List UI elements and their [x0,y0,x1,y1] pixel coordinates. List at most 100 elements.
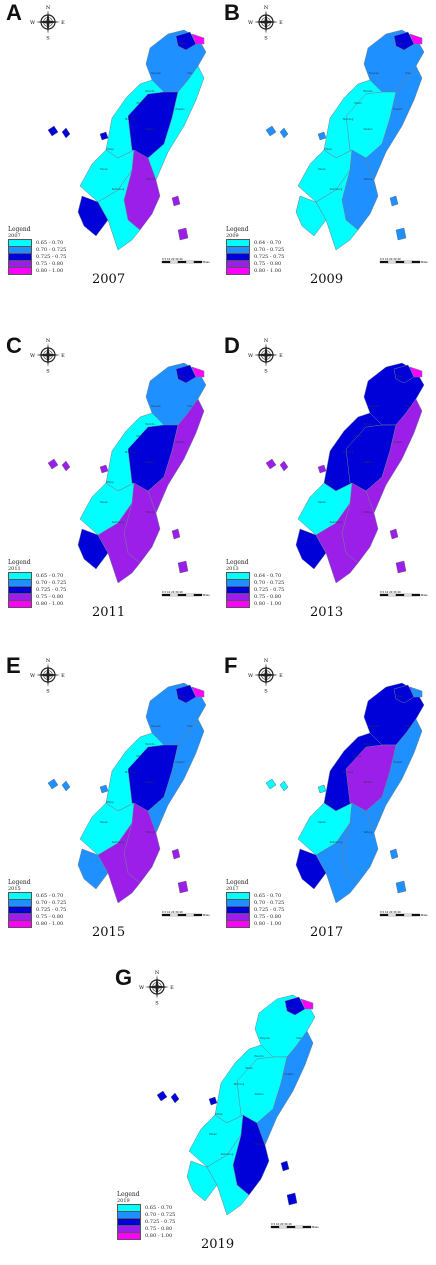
legend-range: 0.725 - 0.75 [36,586,67,593]
year-caption: 2015 [92,925,126,940]
legend-row: 0.80 - 1.00 [8,919,66,928]
legend-swatch [226,599,250,608]
county-label: Tainan [209,1133,217,1136]
penghu-island [317,784,327,794]
green-island [389,528,399,540]
county-label: Hualien [393,761,403,764]
county-region-east [147,65,205,181]
county-label: Taoyuan [151,405,161,408]
orchid-island [395,560,407,574]
panel-label: C [6,333,22,358]
legend-range: 0.64 - 0.70 [254,572,282,579]
legend-row: 0.80 - 1.00 [8,599,66,608]
map-legend: Legend 2017 0.65 - 0.70 0.70 - 0.725 0.725 -… [226,879,285,928]
county-region-east [365,65,423,181]
compass-letter: N [46,658,51,664]
county-label: Hsinchu [254,1055,264,1058]
county-label: Taichung [343,451,354,454]
county-region-tip [97,822,141,904]
legend-title: Legend [226,879,249,886]
county-label: Hsinchu [363,90,373,93]
penghu-island [47,125,59,137]
county-label: Tainan [100,168,108,171]
penghu-island [61,127,71,139]
orchid-island [177,560,189,574]
compass-letter: S [155,1001,159,1006]
year-caption: 2011 [92,605,126,620]
legend-title: Legend [226,559,249,566]
county-label: Taitung [146,511,155,514]
county-label: Taitung [255,1143,264,1146]
county-label: Yilan [187,72,193,75]
county-region-keelung [191,686,205,698]
panel-label: E [6,653,21,678]
penghu-island [99,784,109,794]
county-label: Hualien [393,108,403,111]
compass-letter: W [248,353,254,359]
county-label: Tainan [100,821,108,824]
county-label: Chiayi [106,481,114,484]
compass-letter: N [155,970,160,976]
county-label: Kaohsiung [330,188,343,191]
legend-title: Legend [8,559,31,566]
legend-range: 0.725 - 0.75 [254,253,285,260]
legend-range: 0.80 - 1.00 [36,267,64,274]
county-region-taipei [393,364,415,384]
scale-bar-icon: 0 5 10 20 30 40 Miles [270,1222,319,1229]
county-label: Tainan [318,501,326,504]
county-label: Yilan [405,72,411,75]
county-region-taipei [393,684,415,704]
legend-range: 0.70 - 0.725 [254,899,285,906]
green-island [171,528,181,540]
compass-letter: E [61,673,65,679]
compass-rose-icon: N S E W [248,5,283,40]
compass-letter: W [248,673,254,679]
compass-letter: E [170,985,174,991]
county-label: Taoyuan [260,1037,270,1040]
year-caption: 2007 [92,272,126,287]
scale-numbers: 0 5 10 20 30 40 [380,910,401,914]
county-label: Taipei [179,42,186,45]
scale-unit: Miles [203,260,210,264]
county-label: Taitung [364,511,373,514]
legend-range: 0.725 - 0.75 [254,906,285,913]
legend-swatch [117,1231,141,1240]
map-panel: Taipei Taoyuan Hsinchu Miaoli Taichung Nantou… [0,653,218,953]
county-label: Taichung [343,118,354,121]
county-label: Chiayi [324,148,332,151]
legend-range: 0.70 - 0.725 [36,246,67,253]
orchid-island [177,227,189,241]
year-caption: 2019 [201,1237,235,1252]
county-label: Hsinchu [145,743,155,746]
county-label: Kaohsiung [112,521,125,524]
county-label: Hsinchu [363,423,373,426]
county-region-east [256,1030,314,1146]
county-label: Hsinchu [145,423,155,426]
year-caption: 2017 [310,925,344,940]
map-panel: Taipei Taoyuan Hsinchu Miaoli Taichung Nantou… [109,965,327,1265]
scale-unit: Miles [421,913,428,917]
county-region-tip [315,822,359,904]
county-label: Taitung [146,178,155,181]
county-label: Miaoli [355,102,362,105]
penghu-island [47,458,59,470]
county-label: Yilan [405,405,411,408]
county-label: Chiayi [215,1113,223,1116]
compass-letter: W [30,673,36,679]
county-label: Taoyuan [369,405,379,408]
county-label: Taipei [397,375,404,378]
penghu-island [47,778,59,790]
county-label: Taichung [343,771,354,774]
county-region-tip [97,502,141,584]
taiwan-choropleth-map: Taipei Taoyuan Hsinchu Miaoli Taichung Nantou… [47,682,207,904]
map-legend: Legend 2009 0.64 - 0.70 0.70 - 0.725 0.725 -… [226,226,285,275]
legend-range: 0.75 - 0.80 [36,593,64,600]
scale-numbers: 0 5 10 20 30 40 [162,590,183,594]
legend-row: 0.80 - 1.00 [226,919,284,928]
legend-range: 0.70 - 0.725 [254,579,285,586]
compass-letter: N [264,658,269,664]
orchid-island [286,1192,298,1206]
scale-unit: Miles [203,913,210,917]
legend-title: Legend [117,1191,140,1198]
legend-title: Legend [8,879,31,886]
